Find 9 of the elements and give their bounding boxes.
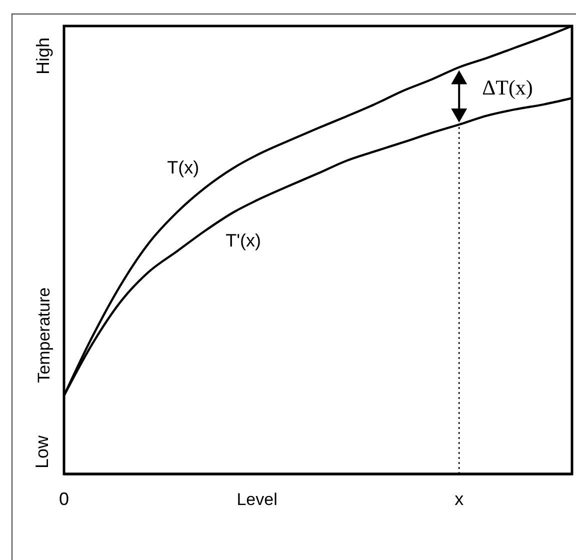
- series-label: T(x): [167, 158, 200, 178]
- y-axis-title: Temperature: [34, 287, 54, 383]
- x-axis-title: Level: [236, 490, 278, 509]
- series-label: T'(x): [226, 230, 262, 250]
- x-tick-label: x: [454, 488, 464, 509]
- text: Low: [32, 434, 52, 469]
- x-tick-label: 0: [58, 488, 70, 509]
- text: High: [33, 37, 53, 75]
- annotation: ΔT(x): [482, 75, 533, 100]
